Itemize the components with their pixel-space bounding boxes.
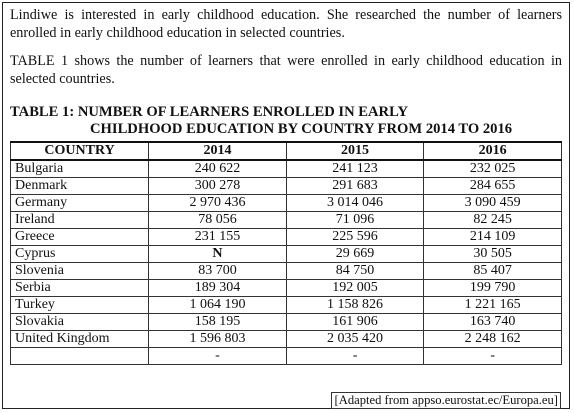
country-cell: Slovakia: [9, 313, 150, 331]
table-body: Bulgaria 240 622 241 123 232 025 Denmark 300 …: [9, 159, 562, 365]
question-frame: [2, 2, 570, 409]
enrollment-cell: 240 622: [148, 159, 287, 178]
table-row: Ireland 78 056 71 096 82 245: [9, 211, 562, 229]
enrollment-cell: 3 090 459: [423, 194, 562, 212]
header-2015: 2015: [285, 141, 425, 161]
enrollment-cell: 78 056: [148, 211, 287, 229]
enrollment-cell: 2 970 436: [148, 194, 287, 212]
table-row: Turkey 1 064 190 1 158 826 1 221 165: [9, 296, 562, 314]
header-2016: 2016: [423, 141, 562, 161]
enrollment-cell: 284 655: [423, 177, 562, 195]
enrollment-cell: -: [423, 347, 562, 365]
enrollment-cell: -: [148, 347, 287, 365]
enrollment-cell: 1 596 803: [148, 330, 287, 348]
country-cell: Serbia: [9, 279, 150, 297]
enrollment-cell: 241 123: [285, 159, 425, 178]
enrollment-cell: 30 505: [423, 245, 562, 263]
enrollment-cell: 1 158 826: [285, 296, 425, 314]
country-cell: Slovenia: [9, 262, 150, 280]
enrollment-cell: 82 245: [423, 211, 562, 229]
enrollment-cell: 85 407: [423, 262, 562, 280]
enrollment-cell: 300 278: [148, 177, 287, 195]
enrollment-cell: 83 700: [148, 262, 287, 280]
header-country: COUNTRY: [9, 141, 150, 161]
enrollment-cell: 291 683: [285, 177, 425, 195]
enrollment-cell: 232 025: [423, 159, 562, 178]
table-row: ---: [9, 347, 562, 365]
enrollment-cell: 214 109: [423, 228, 562, 246]
table-header-row: COUNTRY 2014 2015 2016: [9, 141, 562, 161]
table-row: Slovakia 158 195 161 906 163 740: [9, 313, 562, 331]
table-caption: TABLE 1: NUMBER OF LEARNERS ENROLLED IN …: [10, 104, 566, 138]
country-cell: Ireland: [9, 211, 150, 229]
table-row: United Kingdom 1 596 803 2 035 420 2 248 16…: [9, 330, 562, 348]
country-cell: Bulgaria: [9, 159, 150, 178]
enrollment-cell: 2 035 420: [285, 330, 425, 348]
enrollment-cell: 199 790: [423, 279, 562, 297]
table-row: Greece 231 155 225 596 214 109: [9, 228, 562, 246]
country-cell: United Kingdom: [9, 330, 150, 348]
table-row: Serbia 189 304 192 005 199 790: [9, 279, 562, 297]
enrollment-cell: 163 740: [423, 313, 562, 331]
source-citation: [Adapted from appso.eurostat.ec/Europa.e…: [330, 392, 561, 409]
enrollment-cell: 1 064 190: [148, 296, 287, 314]
table-row: Cyprus N 29 669 30 505: [9, 245, 562, 263]
table-row: Bulgaria 240 622 241 123 232 025: [9, 159, 562, 178]
country-cell: Germany: [9, 194, 150, 212]
header-2014: 2014: [148, 141, 287, 161]
table-caption-line-2: CHILDHOOD EDUCATION BY COUNTRY FROM 2014…: [90, 121, 513, 137]
enrollment-cell: 84 750: [285, 262, 425, 280]
intro-paragraph-2: TABLE 1 shows the number of learners tha…: [10, 53, 562, 87]
enrollment-cell: 3 014 046: [285, 194, 425, 212]
enrollment-cell: 158 195: [148, 313, 287, 331]
enrollment-cell: 192 005: [285, 279, 425, 297]
table-row: Denmark 300 278 291 683 284 655: [9, 177, 562, 195]
table-row: Slovenia 83 700 84 750 85 407: [9, 262, 562, 280]
table-caption-line-1: TABLE 1: NUMBER OF LEARNERS ENROLLED IN …: [10, 104, 409, 120]
country-cell: Denmark: [9, 177, 150, 195]
enrollment-cell: 2 248 162: [423, 330, 562, 348]
country-cell: [9, 347, 150, 365]
enrollment-cell: 225 596: [285, 228, 425, 246]
table-row: Germany 2 970 436 3 014 046 3 090 459: [9, 194, 562, 212]
enrollment-cell: 189 304: [148, 279, 287, 297]
enrollment-cell: 231 155: [148, 228, 287, 246]
country-cell: Turkey: [9, 296, 150, 314]
intro-paragraph-1: Lindiwe is interested in early childhood…: [10, 7, 562, 41]
enrollment-cell: -: [285, 347, 425, 365]
country-cell: Greece: [9, 228, 150, 246]
enrollment-cell: 1 221 165: [423, 296, 562, 314]
enrollment-cell: 29 669: [285, 245, 425, 263]
enrollment-cell: 161 906: [285, 313, 425, 331]
enrollment-cell: N: [148, 245, 287, 263]
country-cell: Cyprus: [9, 245, 150, 263]
enrollment-cell: 71 096: [285, 211, 425, 229]
enrollment-table: COUNTRY 2014 2015 2016 Bulgaria 240 622 24…: [9, 141, 562, 365]
